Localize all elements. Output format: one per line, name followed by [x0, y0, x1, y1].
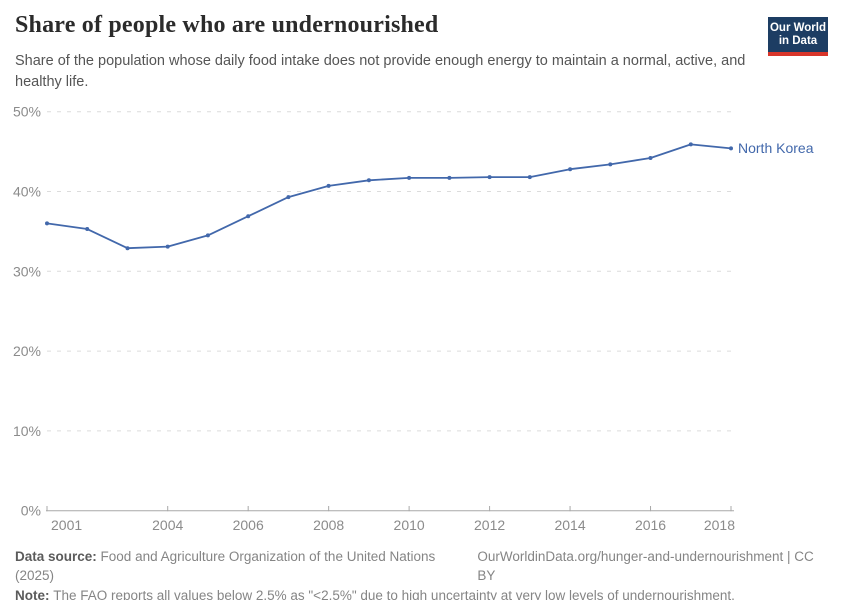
- x-axis-tick-label: 2010: [394, 517, 425, 533]
- y-axis-tick-label: 20%: [13, 343, 41, 359]
- note-row: Note: The FAO reports all values below 2…: [15, 586, 835, 600]
- note-label: Note:: [15, 588, 50, 600]
- data-point-2013[interactable]: [527, 175, 532, 180]
- data-point-2016[interactable]: [648, 156, 653, 160]
- series-line: [46, 143, 732, 250]
- chart-footer: Data source: Food and Agriculture Organi…: [15, 547, 835, 600]
- data-point-2017[interactable]: [688, 142, 693, 147]
- data-point-2003[interactable]: [125, 246, 130, 251]
- x-axis-tick-label: 2006: [233, 517, 264, 533]
- data-source-label: Data source:: [15, 549, 97, 564]
- data-point-2008[interactable]: [326, 183, 331, 188]
- data-point-2010[interactable]: [407, 175, 412, 180]
- x-axis-tick-label: 2018: [704, 517, 735, 533]
- x-axis-tick-label: 2001: [51, 517, 82, 533]
- data-point-2009[interactable]: [366, 178, 371, 183]
- x-axis-tick-label: 2004: [152, 517, 183, 533]
- y-axis-tick-label: 10%: [13, 423, 41, 439]
- owid-link[interactable]: OurWorldinData.org/hunger-and-undernouri…: [477, 549, 814, 583]
- data-point-2011[interactable]: [447, 175, 452, 180]
- chart-subtitle: Share of the population whose daily food…: [15, 53, 746, 90]
- data-point-2007[interactable]: [286, 195, 291, 200]
- data-point-2005[interactable]: [205, 233, 210, 238]
- data-point-2002[interactable]: [85, 227, 90, 231]
- data-point-2018[interactable]: [729, 146, 733, 151]
- data-point-2006[interactable]: [246, 214, 251, 219]
- note-text: The FAO reports all values below 2.5% as…: [53, 588, 735, 600]
- data-point-2012[interactable]: [487, 175, 492, 180]
- data-point-2015[interactable]: [608, 162, 613, 167]
- y-axis-tick-label: 0%: [21, 503, 41, 519]
- source-row: Data source: Food and Agriculture Organi…: [15, 547, 835, 585]
- x-axis-tick-label: 2008: [313, 517, 344, 533]
- x-axis-tick-label: 2012: [474, 517, 505, 533]
- x-axis-tick-label: 2014: [554, 517, 585, 533]
- data-source: Data source: Food and Agriculture Organi…: [15, 547, 477, 585]
- owid-logo[interactable]: Our World in Data: [768, 17, 828, 56]
- data-source-text: Food and Agriculture Organization of the…: [15, 549, 436, 583]
- y-axis-tick-label: 40%: [13, 184, 41, 200]
- data-point-2014[interactable]: [568, 167, 573, 172]
- data-point-2001[interactable]: [45, 221, 49, 226]
- page-title: Share of people who are undernourished: [15, 12, 439, 38]
- data-point-2004[interactable]: [165, 244, 170, 249]
- x-axis-tick-label: 2016: [635, 517, 666, 533]
- owid-logo-line2: in Data: [778, 35, 818, 47]
- y-axis-tick-label: 30%: [13, 263, 41, 279]
- series-end-label[interactable]: North Korea: [738, 140, 814, 156]
- y-axis-tick-label: 50%: [13, 104, 41, 120]
- owid-logo-line1: Our World: [769, 22, 826, 34]
